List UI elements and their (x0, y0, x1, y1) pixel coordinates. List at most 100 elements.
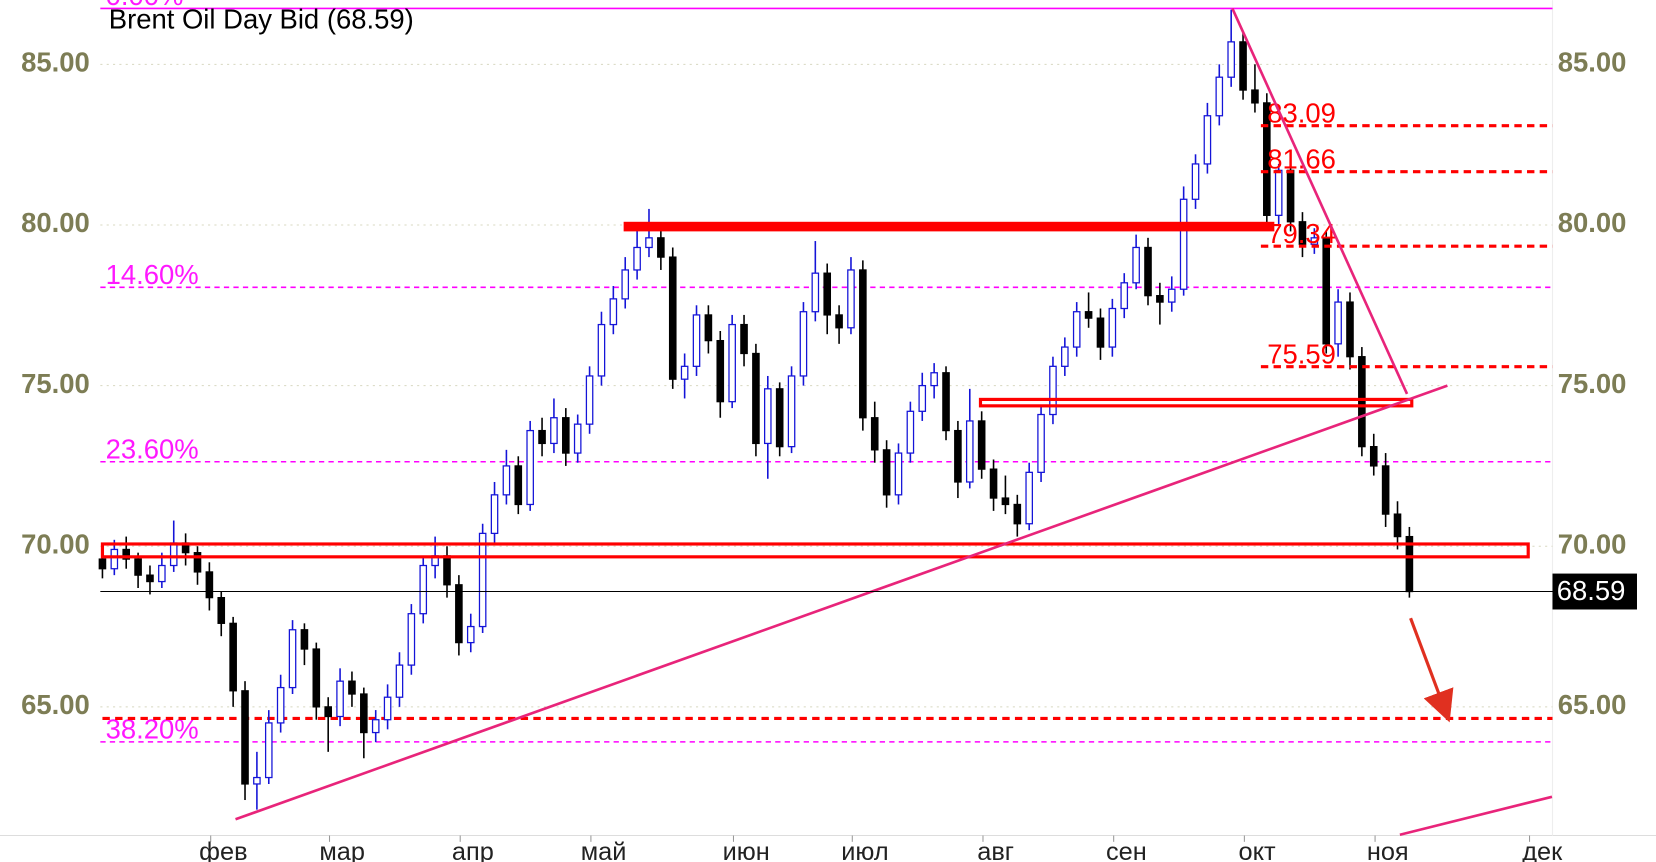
candle-body (1025, 471, 1033, 525)
candle-body (775, 388, 784, 448)
candle-body (882, 449, 891, 496)
trend-line (1399, 795, 1553, 837)
candle-body (395, 664, 404, 698)
candle-body (193, 552, 202, 573)
candle-body (704, 314, 713, 342)
candle-body (264, 722, 273, 779)
candle-body (1263, 102, 1271, 216)
candle-body (253, 776, 261, 785)
candle-body (110, 548, 119, 570)
candle-body (514, 465, 523, 506)
candle-body (657, 237, 665, 258)
candle-body (1108, 307, 1117, 348)
candle-body (300, 629, 309, 650)
candle-body (1274, 169, 1283, 216)
candle-body (645, 237, 653, 249)
candle-body (205, 571, 214, 599)
x-tick-label: дек (1522, 838, 1563, 862)
candle-body (1072, 311, 1081, 348)
candle-body (1381, 465, 1390, 515)
candle-body (585, 375, 594, 425)
candle-body (1310, 237, 1319, 245)
candle-body (336, 680, 344, 718)
candle-body (550, 417, 558, 445)
candle-body (597, 323, 606, 377)
candle-body (1061, 346, 1069, 367)
trend-line (235, 384, 1448, 821)
candle-body (348, 680, 356, 695)
candle-body (692, 314, 701, 367)
candle-body (1144, 246, 1152, 297)
y-tick-label: 65.00 (21, 689, 90, 720)
candle-body (894, 452, 903, 496)
candle-body (763, 388, 772, 445)
y-tick-label: 80.00 (21, 207, 90, 238)
candle-body (716, 339, 725, 403)
candle-body (1239, 41, 1247, 91)
x-tick-label: авг (977, 838, 1014, 862)
candle-body (443, 555, 451, 586)
y-tick-label-right: 85.00 (1558, 47, 1627, 78)
fib-label: 0.00% (106, 0, 184, 11)
candle-body (1369, 446, 1378, 467)
candle-body (1227, 41, 1235, 78)
candle-body (1203, 115, 1212, 165)
x-tick-label: май (581, 838, 627, 862)
candle-body (1334, 301, 1342, 345)
candle-body (965, 420, 974, 483)
candle-body (1167, 288, 1176, 303)
candle-body (633, 246, 641, 271)
candle-body (502, 465, 511, 496)
y-tick-label-right: 75.00 (1558, 368, 1627, 399)
y-tick-label-right: 80.00 (1558, 207, 1627, 238)
candle-body (573, 423, 582, 454)
candle-body (870, 417, 879, 451)
candle-body (146, 574, 154, 583)
x-tick-label: сен (1106, 838, 1147, 862)
candle-body (942, 372, 950, 432)
candle-body (122, 548, 131, 560)
y-tick-label: 75.00 (21, 368, 90, 399)
candle-body (811, 272, 820, 313)
zone (100, 542, 1530, 559)
candle-body (1132, 246, 1140, 284)
candle-body (1346, 301, 1354, 358)
fib-label: 23.60% (106, 433, 199, 464)
candle-body (906, 410, 915, 454)
x-tick-label: июл (841, 838, 888, 862)
candle-body (728, 323, 736, 403)
candle-body (740, 323, 748, 355)
candle-body (823, 272, 832, 316)
candle-body (312, 648, 321, 708)
candle-body (98, 558, 107, 570)
level-label: 83.09 (1267, 97, 1336, 128)
candle-body (1191, 163, 1200, 200)
candle-body (407, 613, 416, 666)
candle-body (217, 597, 226, 624)
candle-body (752, 352, 760, 445)
candle-body (478, 532, 487, 628)
candle-body (288, 629, 297, 689)
chart-title: Brent Oil Day Bid (68.59) (109, 3, 414, 34)
zone (978, 397, 1414, 408)
candle-body (1013, 503, 1022, 525)
x-tick-label: ноя (1367, 838, 1409, 862)
candle-body (276, 686, 285, 724)
candle-body (835, 314, 843, 329)
last-price-label: 68.59 (1557, 575, 1626, 606)
candle-body (360, 693, 368, 734)
candle-body (229, 622, 237, 692)
candle-body (1084, 311, 1093, 319)
candle-body (1251, 89, 1259, 104)
candle-body (787, 375, 796, 448)
x-tick-label: фев (199, 838, 247, 862)
candle-body (1286, 169, 1295, 223)
zone (623, 221, 1275, 232)
trend-line (1231, 7, 1409, 395)
x-tick-label: июн (723, 838, 770, 862)
candle-body (1358, 356, 1366, 448)
candle-body (1179, 198, 1188, 290)
candle-body (680, 365, 689, 380)
candle-body (419, 564, 428, 615)
